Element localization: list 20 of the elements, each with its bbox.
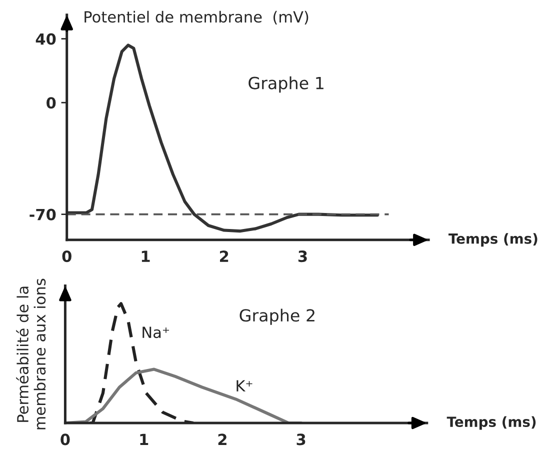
series-label: Na⁺ xyxy=(142,326,169,338)
annotation: Graphe 1 xyxy=(248,76,324,93)
series-label: K⁺ xyxy=(236,380,252,392)
x-tick-label: 2 xyxy=(218,434,226,446)
x-tick-label: 3 xyxy=(296,434,306,446)
y-axis-title: Perméabilité de la membrane aux ions xyxy=(16,278,46,430)
x-axis-title: Temps (ms) xyxy=(448,233,538,247)
x-tick-label: 3 xyxy=(298,250,307,262)
y-axis-title: Potentiel de membrane (mV) xyxy=(84,10,308,24)
y-tick-label: 40 xyxy=(36,33,56,45)
x-tick-label: 0 xyxy=(62,250,72,262)
x-tick-label: 0 xyxy=(60,434,70,446)
y-tick-label: 0 xyxy=(46,97,56,109)
line-series xyxy=(66,44,379,233)
x-tick-label: 1 xyxy=(140,434,148,446)
x-tick-label: 1 xyxy=(142,250,150,262)
y-tick-label: -70 xyxy=(30,208,56,220)
annotation: Graphe 2 xyxy=(240,308,314,325)
x-axis-title: Temps (ms) xyxy=(446,416,536,430)
x-tick-label: 2 xyxy=(220,250,228,262)
